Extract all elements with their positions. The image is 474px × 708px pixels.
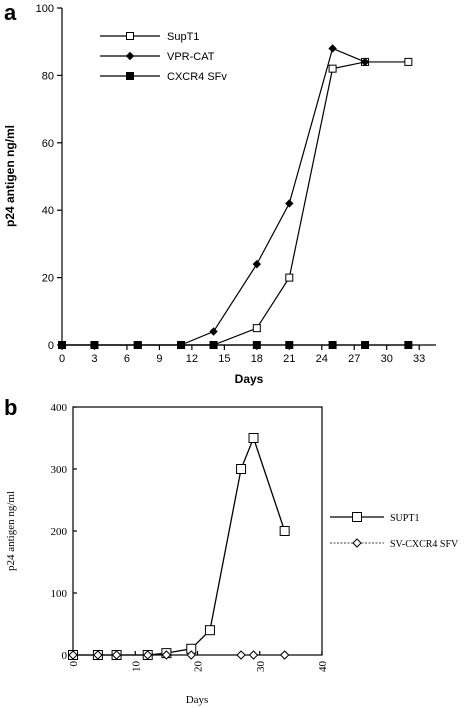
data-point-sv-cxcr4-sfv (236, 650, 246, 660)
x-tick-label: 0 (68, 661, 80, 667)
data-point-sv-cxcr4-sfv (161, 650, 172, 660)
legend-marker-sv-cxcr4-sfv (352, 538, 362, 548)
series-group-a (58, 44, 413, 350)
data-point-vpr-cat (285, 199, 294, 208)
data-point-vpr-cat (360, 57, 370, 67)
series-group-b (68, 433, 290, 660)
x-tick-label: 24 (316, 353, 328, 365)
x-tick-label: 3 (91, 353, 97, 365)
x-tick-label: 12 (186, 353, 198, 365)
legend-marker-vpr-cat (125, 51, 135, 61)
legend-marker-supt1 (126, 32, 134, 40)
data-point-cxcr4-sfv (209, 341, 218, 349)
data-point-cxcr4-sfv (285, 341, 294, 349)
data-point-supt1 (328, 64, 337, 73)
legend-marker-supt1 (352, 512, 362, 522)
x-axis-label-a: Days (235, 372, 264, 386)
data-point-supt1 (279, 526, 290, 536)
x-ticks-b: 0 10 20 30 40 (68, 651, 329, 672)
data-point-cxcr4-sfv (361, 341, 370, 349)
data-point-cxcr4-sfv (252, 341, 261, 349)
data-point-cxcr4-sfv (133, 341, 142, 349)
data-point-vpr-cat (328, 44, 337, 53)
data-point-cxcr4-sfv (177, 341, 186, 349)
y-ticks-a: 0 20 40 60 80 100 (36, 3, 62, 352)
data-point-sv-cxcr4-sfv (248, 650, 259, 660)
data-point-sv-cxcr4-sfv (142, 650, 153, 660)
y-tick-label: 60 (42, 138, 54, 150)
data-point-supt1 (404, 57, 413, 66)
panel-label-a: a (4, 0, 17, 25)
data-point-sv-cxcr4-sfv (186, 650, 196, 660)
legend-marker-cxcr4-sfv (126, 72, 134, 80)
legend-label-vpr-cat: VPR-CAT (167, 51, 215, 63)
chart-panel-a: a 0 20 40 60 80 100 0 3 6 9 12 15 18 21 24 27 30 33 Days… (3, 0, 436, 386)
x-tick-label: 0 (59, 353, 65, 365)
legend-label-cxcr4-sfv: CXCR4 SFv (167, 71, 227, 83)
x-tick-label: 21 (283, 353, 295, 365)
x-tick-label: 9 (156, 353, 162, 365)
x-tick-label: 20 (193, 661, 205, 673)
x-tick-label: 30 (381, 353, 393, 365)
y-tick-label: 100 (51, 588, 68, 600)
y-tick-label: 20 (42, 273, 54, 285)
legend-label-supt1: SUPT1 (390, 513, 419, 524)
y-tick-label: 200 (51, 526, 68, 538)
y-tick-label: 0 (62, 650, 68, 662)
data-point-supt1 (285, 273, 294, 282)
data-point-sv-cxcr4-sfv (68, 650, 78, 660)
y-axis-label-b: p24 antigen ng/ml (5, 491, 17, 571)
x-tick-label: 18 (251, 353, 263, 365)
x-tick-label: 6 (124, 353, 130, 365)
legend-label-sv-cxcr4-sfv: SV-CXCR4 SFV (390, 539, 459, 550)
y-ticks-b: 0 100 200 300 400 (51, 402, 77, 662)
data-point-supt1 (248, 433, 259, 443)
y-tick-label: 0 (48, 340, 54, 352)
data-point-vpr-cat (209, 327, 218, 336)
x-tick-label: 10 (130, 661, 142, 673)
data-point-vpr-cat (252, 259, 262, 269)
legend-label-supt1: SupT1 (167, 31, 199, 43)
y-axis-label-a: p24 antigen ng/ml (3, 125, 17, 227)
data-point-sv-cxcr4-sfv (93, 650, 103, 660)
x-tick-label: 27 (348, 353, 360, 365)
chart-panel-b: b 0 100 200 300 400 0 10 20 30 40 Days p24 antig… (4, 395, 459, 706)
series-line-supt1 (73, 436, 286, 656)
x-tick-label: 15 (218, 353, 230, 365)
y-tick-label: 40 (42, 205, 54, 217)
x-tick-label: 30 (255, 661, 267, 673)
x-axis-label-b: Days (186, 694, 209, 706)
x-ticks-a: 0 3 6 9 12 15 18 21 24 27 30 33 (59, 345, 425, 365)
y-tick-label: 300 (51, 464, 68, 476)
data-point-cxcr4-sfv (328, 341, 337, 349)
y-tick-label: 100 (36, 3, 54, 15)
data-point-sv-cxcr4-sfv (279, 650, 290, 660)
data-point-cxcr4-sfv (90, 341, 99, 349)
y-tick-label: 80 (42, 70, 54, 82)
y-tick-label: 400 (51, 402, 68, 414)
x-tick-label: 33 (413, 353, 425, 365)
data-point-supt1 (236, 464, 247, 474)
series-line-supt1 (62, 61, 409, 346)
panel-label-b: b (4, 395, 17, 420)
data-point-supt1 (252, 324, 261, 333)
series-line-vpr-cat (180, 47, 366, 346)
data-point-cxcr4-sfv (404, 341, 413, 349)
data-point-supt1 (204, 625, 215, 636)
legend-b: SUPT1 SV-CXCR4 SFV (330, 512, 459, 550)
data-point-sv-cxcr4-sfv (111, 650, 122, 660)
legend-a: SupT1 VPR-CAT CXCR4 SFv (100, 31, 227, 83)
data-point-cxcr4-sfv (58, 341, 66, 349)
x-tick-label: 40 (317, 661, 329, 673)
